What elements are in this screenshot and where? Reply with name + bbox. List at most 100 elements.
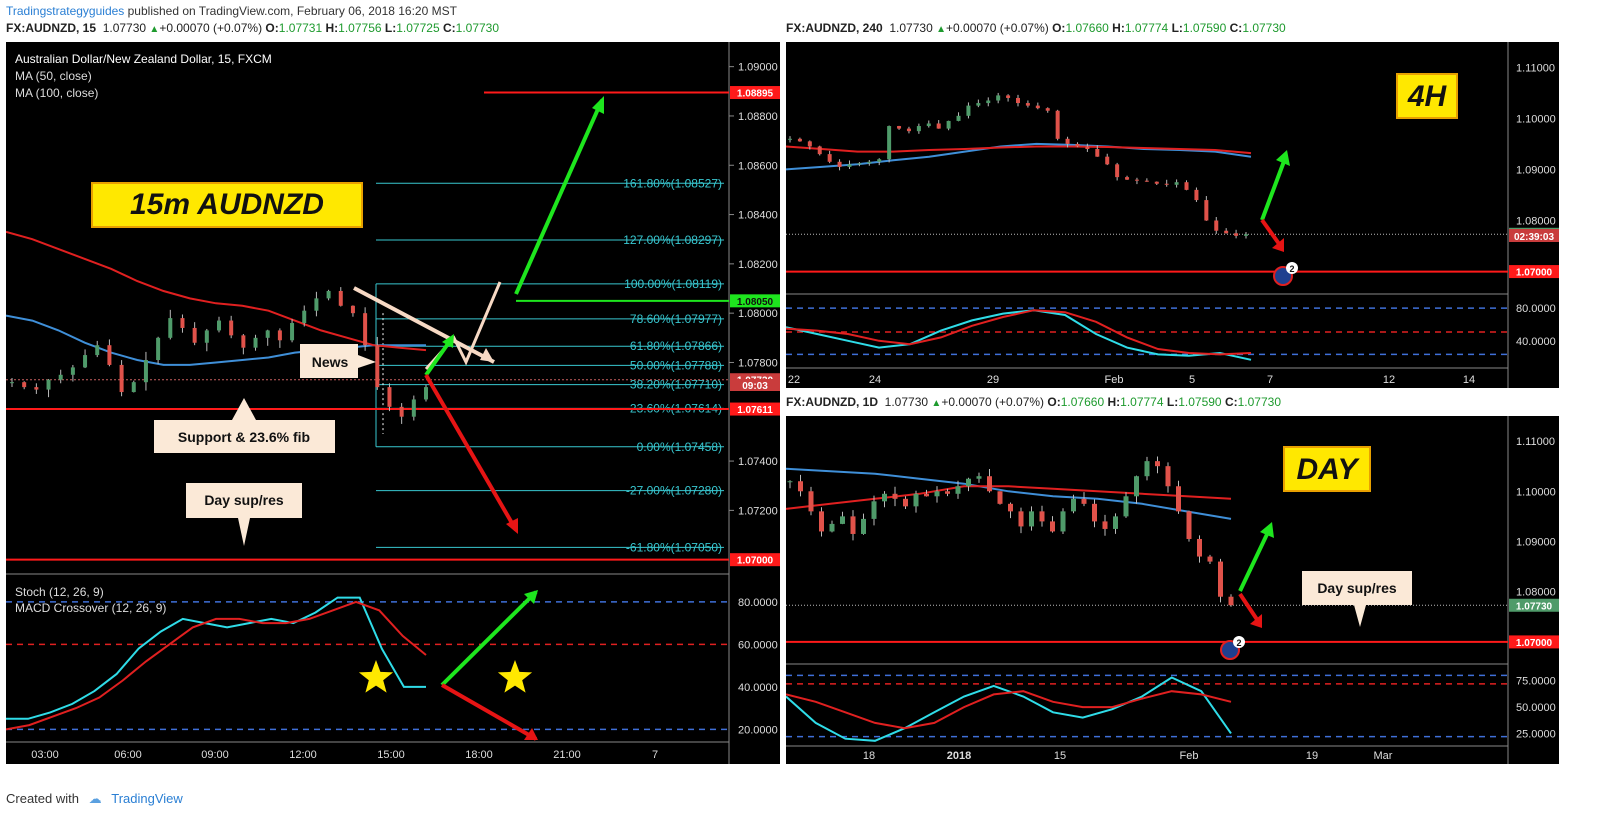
pane4h-title: FX:AUDNZD, 240 1.07730 ▲+0.00070 (+0.07%… — [786, 21, 1286, 35]
candle-body — [204, 330, 209, 343]
candle-body — [956, 115, 961, 121]
indicator-legend-macd: MACD Crossover (12, 26, 9) — [15, 601, 166, 615]
candle-body — [95, 345, 100, 356]
stoch-line — [786, 676, 1232, 742]
candle-body — [1113, 516, 1118, 529]
high: 1.07774 — [1124, 21, 1169, 35]
candle-body — [143, 360, 148, 383]
fib-label: 100.00%(1.08119) — [624, 277, 722, 291]
candle-body — [966, 105, 971, 116]
candle-body — [1055, 110, 1060, 139]
candle-body — [241, 335, 246, 348]
candle-body — [1214, 220, 1219, 231]
candle-body — [986, 100, 991, 104]
dayres-callout-shape — [1302, 571, 1412, 627]
up-triangle-icon: ▲ — [149, 24, 160, 35]
author-link[interactable]: Tradingstrategyguides — [6, 4, 125, 18]
time-tick-label: 22 — [788, 374, 800, 386]
price-tag: 1.08895 — [737, 89, 774, 100]
time-tick-label: 7 — [1267, 374, 1273, 386]
legend-ma100: MA (100, close) — [15, 86, 98, 100]
timeframe-label-box — [1396, 73, 1458, 119]
support-callout: Support & 23.6% fib — [178, 429, 310, 445]
open: 1.07660 — [1060, 395, 1105, 409]
time-tick-label: 29 — [987, 374, 999, 386]
candle-body — [887, 126, 892, 160]
news-callout: News — [312, 354, 349, 370]
candle-body — [1224, 230, 1229, 234]
countdown-box — [1509, 229, 1559, 242]
price-tag: 1.07000 — [1516, 268, 1553, 279]
candle-body — [1065, 138, 1070, 144]
candle-body — [798, 481, 803, 492]
candle-body — [936, 123, 941, 129]
candle-body — [966, 478, 971, 487]
candle-body — [797, 138, 802, 142]
indicator-tick-label: 80.0000 — [1516, 303, 1556, 315]
price-tick-label: 1.07400 — [738, 456, 778, 468]
price-tick-label: 1.11000 — [1516, 62, 1555, 74]
economic-event-icon[interactable]: 2 — [1220, 636, 1245, 660]
candle-body — [168, 318, 173, 338]
candle-body — [913, 493, 919, 507]
time-tick-label: Feb — [1180, 750, 1199, 762]
candle-body — [290, 323, 295, 341]
candle-body — [265, 330, 270, 338]
fib-label: -27.00%(1.07280) — [626, 484, 722, 498]
candle-body — [996, 95, 1001, 101]
price-tag-box — [1509, 635, 1559, 649]
time-tick-label: Feb — [1105, 374, 1124, 386]
candle-body — [827, 154, 832, 162]
candle-body — [1186, 511, 1192, 539]
price-tick-label: 1.08000 — [1516, 587, 1556, 599]
candle-body — [314, 298, 319, 311]
candle-body — [10, 382, 14, 384]
timeframe-label: 15m AUDNZD — [130, 188, 324, 221]
candle-body — [807, 141, 812, 147]
footer: Created with ☁ TradingView — [6, 791, 183, 807]
candle-body — [945, 491, 950, 494]
candle-body — [338, 290, 343, 306]
fib-label: 61.80%(1.07866) — [630, 339, 722, 353]
scenario-arrows — [353, 96, 604, 741]
indicator-tick-label: 80.0000 — [738, 597, 778, 609]
price-tick-label: 1.07200 — [738, 505, 778, 517]
fib-label: 0.00%(1.07458) — [637, 440, 722, 454]
candle-body — [882, 493, 887, 502]
candle-body — [1194, 189, 1199, 201]
candle-body — [1025, 103, 1030, 106]
time-axis: 18 2018 15 Feb 19 Mar — [863, 750, 1393, 762]
up-triangle-icon: ▲ — [931, 398, 942, 409]
price-tick-label: 1.09000 — [1516, 164, 1556, 176]
price-tag-box — [730, 553, 780, 567]
timeframe-label: DAY — [1296, 453, 1360, 486]
change: +0.00070 (+0.07%) — [941, 395, 1045, 409]
indicator-tick-label: 25.0000 — [1516, 728, 1556, 740]
candle-body — [424, 387, 428, 400]
economic-event-icon[interactable]: 2 — [1273, 262, 1298, 286]
candle-body — [1165, 466, 1171, 487]
candle-body — [934, 491, 940, 497]
candle-body — [131, 382, 136, 393]
price-tick-label: 1.08000 — [738, 308, 778, 320]
ma-red-line — [786, 485, 1232, 510]
indicator-tick-label: 60.0000 — [738, 639, 778, 651]
time-tick-label: 24 — [869, 374, 881, 386]
candle-body — [22, 382, 27, 388]
candle-body — [180, 318, 185, 328]
stoch-line — [6, 596, 426, 720]
chart-bg — [786, 416, 1559, 764]
tradingview-link[interactable]: TradingView — [111, 791, 183, 806]
chart-15m[interactable]: 1.09000 1.08800 1.08600 1.08400 1.08200 1.080… — [6, 42, 780, 764]
candle-body — [70, 367, 75, 375]
last-price: 1.07730 — [884, 395, 929, 409]
countdown: 02:39:03 — [1514, 232, 1554, 243]
candle-body — [897, 126, 902, 129]
candle-body — [1095, 149, 1100, 157]
candle-body — [156, 337, 161, 360]
candle-body — [829, 523, 835, 532]
candle-body — [1218, 561, 1223, 597]
last-price: 1.07730 — [889, 21, 933, 35]
